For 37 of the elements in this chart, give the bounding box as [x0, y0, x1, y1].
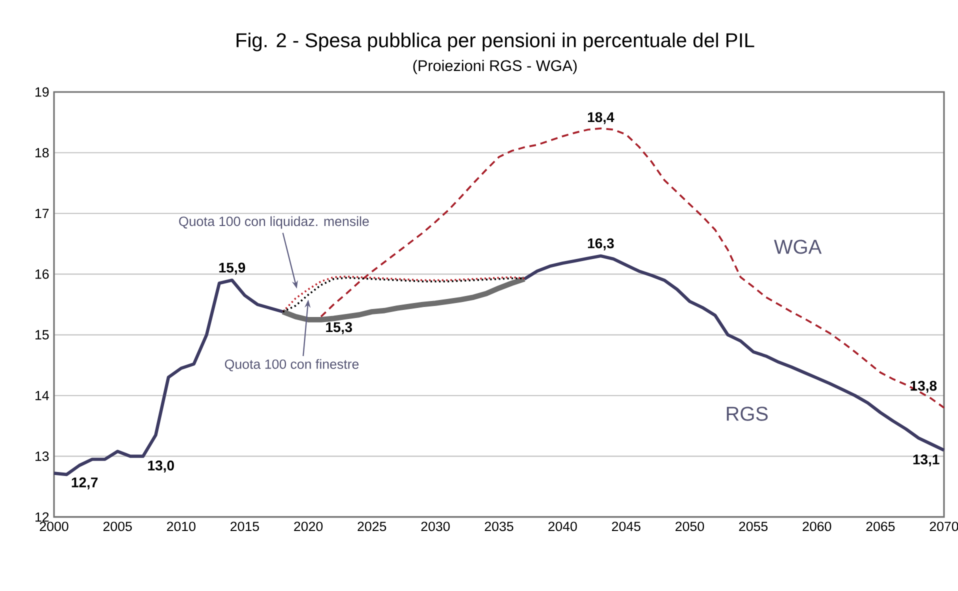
annotation: 15,9 — [219, 262, 246, 275]
text: RGS — [726, 406, 768, 421]
y-tick-label: 13 — [35, 452, 49, 461]
x-tick-label: 2010 — [166, 522, 196, 532]
y-tick-label: 14 — [35, 390, 49, 400]
chart-title: Fig. 2 - Spesa pubblica per pensioni in percentuale del PIL — [236, 32, 754, 52]
series-label: WGA — [774, 240, 822, 254]
annotation: 13,1 — [913, 454, 940, 466]
x-tick-label: 2065 — [866, 522, 895, 532]
annotation: 12,7 — [72, 477, 98, 490]
annotation: 15,3 — [326, 322, 352, 334]
y-tick-label: 16 — [35, 269, 49, 279]
x-tick-label: 2005 — [103, 522, 132, 532]
text: Quota 100 con liquidaz. mensile — [179, 216, 369, 229]
y-tick-label: 18 — [35, 148, 49, 158]
y-tick-label: 19 — [35, 87, 49, 97]
x-tick-label: 2030 — [421, 522, 450, 532]
x-tick-label: 2050 — [676, 522, 704, 532]
x-tick-label: 2055 — [739, 522, 768, 532]
annotation: 16,3 — [588, 238, 614, 250]
x-tick-label: 2060 — [802, 522, 832, 532]
annotation: 13,8 — [910, 380, 937, 393]
x-tick-label: 2025 — [358, 522, 386, 532]
y-tick-label: 15 — [35, 330, 49, 340]
annotation: 13,0 — [148, 460, 174, 472]
y-tick-label: 17 — [35, 208, 49, 218]
text: Quota 100 con finestre — [224, 359, 359, 372]
x-tick-label: 2045 — [612, 522, 640, 532]
y-tick-label: 12 — [35, 512, 49, 522]
chart-subtitle: (Proiezioni RGS - WGA) — [413, 60, 577, 74]
x-tick-label: 2015 — [230, 522, 259, 532]
annotation: 18,4 — [588, 112, 614, 124]
x-tick-label: 2020 — [294, 522, 323, 532]
x-tick-label: 2035 — [484, 522, 514, 532]
x-tick-label: 2040 — [548, 522, 577, 532]
x-tick-label: 2000 — [40, 522, 68, 532]
x-tick-label: 2070 — [930, 522, 958, 532]
